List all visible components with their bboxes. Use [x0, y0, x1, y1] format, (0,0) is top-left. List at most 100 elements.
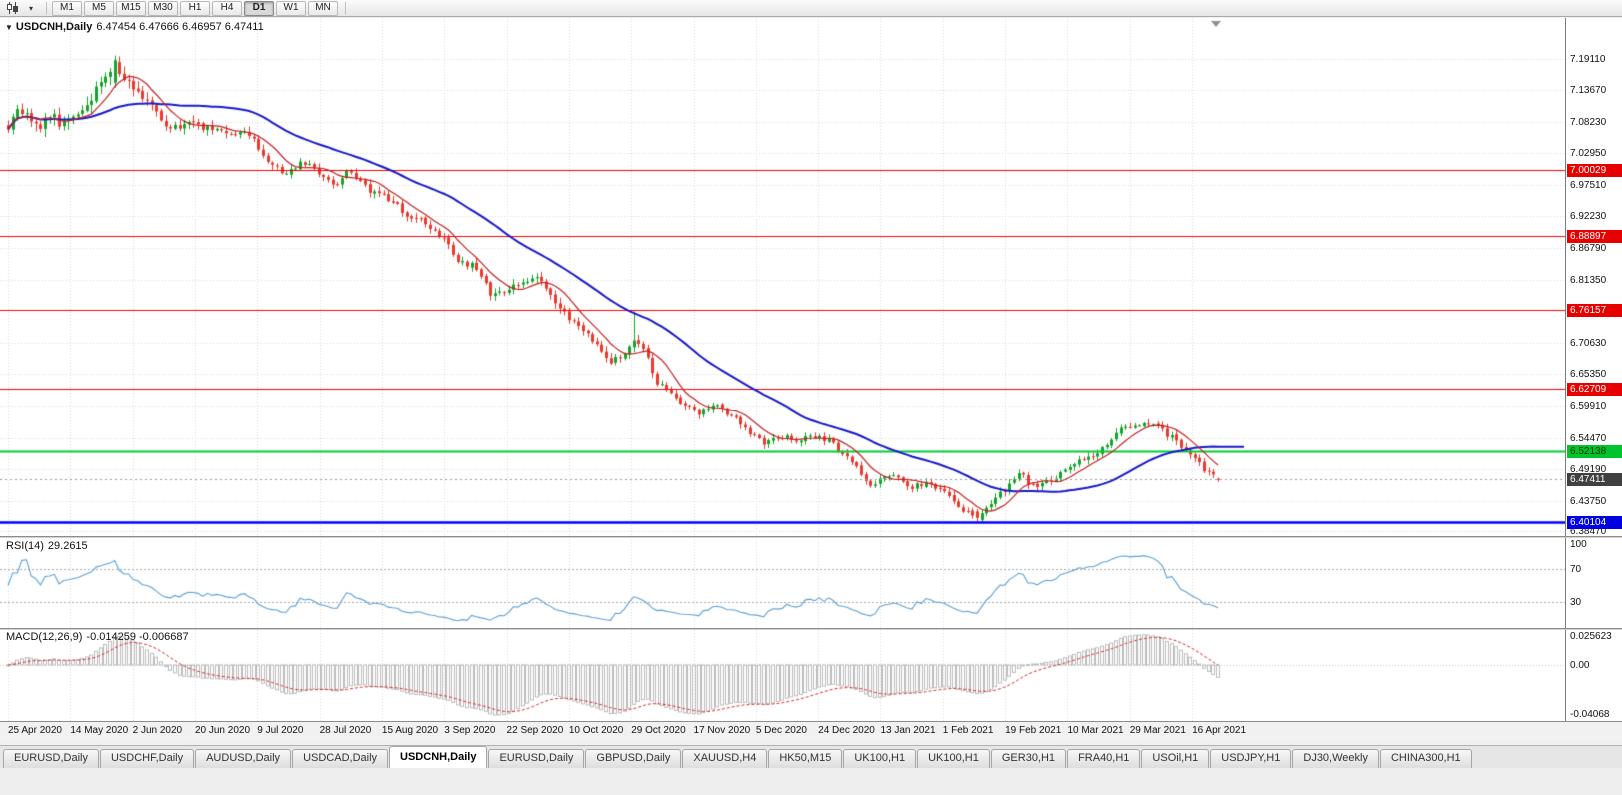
- chart-tab-usoil-13[interactable]: USOil,H1: [1141, 749, 1210, 768]
- price-tick-label: 7.02950: [1570, 148, 1607, 160]
- chart-title: ▼ USDCNH,Daily 6.47454 6.47666 6.46957 6.4…: [5, 21, 264, 33]
- time-axis-label: 5 Dec 2020: [755, 725, 807, 736]
- rsi-name: RSI(14): [6, 540, 44, 552]
- price-tick-label: 6.54470: [1570, 432, 1607, 444]
- chart-tab-hk50-8[interactable]: HK50,M15: [768, 749, 843, 768]
- chart-tab-ger30-11[interactable]: GER30,H1: [990, 749, 1067, 768]
- timeframe-button-m1[interactable]: M1: [52, 0, 82, 16]
- price-line-badge: 6.76157: [1567, 304, 1622, 318]
- chart-tab-dj30-15[interactable]: DJ30,Weekly: [1292, 749, 1379, 768]
- time-axis-label: 28 Jul 2020: [319, 725, 372, 736]
- macd-axis-label-max: 0.025623: [1570, 631, 1612, 642]
- price-tick-label: 6.43750: [1570, 495, 1607, 507]
- macd-axis-label-min: -0.04068: [1570, 709, 1610, 720]
- price-tick-label: 7.13670: [1570, 85, 1607, 97]
- chart-tab-eurusd-5[interactable]: EURUSD,Daily: [488, 749, 585, 768]
- time-axis-label: 19 Feb 2021: [1005, 725, 1062, 736]
- time-axis-label: 29 Oct 2020: [631, 725, 686, 736]
- toolbar-separator: [46, 2, 47, 14]
- chart-tab-bar: EURUSD,Daily USDCHF,Daily AUDUSD,Daily USDC…: [0, 745, 1622, 768]
- chart-tab-uk100-9[interactable]: UK100,H1: [843, 749, 917, 768]
- chart-tab-audusd-2[interactable]: AUDUSD,Daily: [195, 749, 292, 768]
- timeframe-button-h4[interactable]: H4: [212, 0, 242, 16]
- price-tick-label: 6.65350: [1570, 368, 1607, 380]
- price-line-badge: 6.88897: [1567, 229, 1622, 243]
- time-axis-label: 13 Jan 2021: [880, 725, 936, 736]
- time-axis[interactable]: 25 Apr 2020 14 May 2020 2 Jun 2020 20 Jun 2…: [0, 721, 1622, 740]
- price-tick-label: 7.08230: [1570, 117, 1607, 129]
- rsi-axis-label: 70: [1570, 563, 1582, 575]
- candlestick-chart-icon: [6, 2, 18, 14]
- chart-type-dropdown-button[interactable]: ▾: [22, 0, 40, 16]
- price-tick-label: 6.86790: [1570, 243, 1607, 255]
- time-axis-label: 25 Apr 2020: [8, 725, 62, 736]
- chart-type-button[interactable]: [3, 0, 21, 16]
- price-line-badge: 6.62709: [1567, 383, 1622, 397]
- ohlc-values: 6.47454 6.47666 6.46957 6.47411: [96, 21, 264, 33]
- rsi-axis-label: 100: [1570, 539, 1587, 550]
- time-axis-label: 2 Jun 2020: [132, 725, 183, 736]
- macd-name: MACD(12,26,9): [6, 631, 83, 643]
- toolbar-separator: [345, 2, 346, 14]
- chevron-down-icon: ▾: [28, 3, 33, 13]
- timeframe-button-h1[interactable]: H1: [180, 0, 210, 16]
- time-axis-label: 24 Dec 2020: [818, 725, 875, 736]
- time-axis-label: 10 Mar 2021: [1067, 725, 1124, 736]
- chart-tab-usdchf-1[interactable]: USDCHF,Daily: [99, 749, 195, 768]
- time-axis-label: 20 Jun 2020: [194, 725, 251, 736]
- timeframe-toolbar: ▾ M1 M5 M15 M30 H1 H4 D1 W1 MN: [0, 0, 1622, 17]
- macd-values: -0.014259 -0.006687: [86, 631, 189, 643]
- chart-tab-uk100-10[interactable]: UK100,H1: [917, 749, 990, 768]
- price-tick-label: 6.70630: [1570, 337, 1607, 349]
- pane-separator[interactable]: [0, 536, 1622, 538]
- timeframe-button-d1[interactable]: D1: [244, 0, 274, 16]
- price-line-badge: 6.52138: [1567, 445, 1622, 459]
- chart-tab-usdjpy-14[interactable]: USDJPY,H1: [1210, 749, 1292, 768]
- rsi-axis-label: 30: [1570, 597, 1582, 609]
- price-tick-label: 6.59910: [1570, 400, 1607, 412]
- timeframe-button-mn[interactable]: MN: [308, 0, 338, 16]
- price-tick-label: 6.92230: [1570, 211, 1607, 223]
- time-axis-label: 22 Sep 2020: [506, 725, 564, 736]
- chart-tab-gbpusd-6[interactable]: GBPUSD,Daily: [585, 749, 682, 768]
- timeframe-group: M1 M5 M15 M30 H1 H4 D1 W1 MN: [52, 0, 340, 16]
- time-axis-label: 17 Nov 2020: [693, 725, 751, 736]
- time-axis-label: 29 Mar 2021: [1129, 725, 1186, 736]
- current-price-badge: 6.47411: [1567, 473, 1622, 487]
- price-line-badge: 7.00029: [1567, 164, 1622, 178]
- timeframe-button-m30[interactable]: M30: [148, 0, 178, 16]
- price-tick-label: 6.49190: [1570, 463, 1607, 475]
- chart-tab-usdcad-3[interactable]: USDCAD,Daily: [292, 749, 389, 768]
- timeframe-button-w1[interactable]: W1: [276, 0, 306, 16]
- time-axis-label: 1 Feb 2021: [942, 725, 994, 736]
- timeframe-button-m15[interactable]: M15: [116, 0, 146, 16]
- time-axis-label: 10 Oct 2020: [568, 725, 624, 736]
- price-tick-label: 7.19110: [1570, 53, 1606, 65]
- symbol-period-label: USDCNH,Daily: [15, 21, 93, 33]
- chart-tab-usdcnh-4[interactable]: USDCNH,Daily: [389, 746, 488, 768]
- price-tick-label: 6.81350: [1570, 274, 1607, 286]
- rsi-value: 29.2615: [47, 540, 88, 552]
- price-tick-label: 6.97510: [1570, 180, 1607, 192]
- time-axis-label: 14 May 2020: [70, 725, 129, 736]
- time-axis-label: 16 Apr 2021: [1192, 725, 1247, 736]
- price-chart-canvas[interactable]: [0, 18, 1565, 721]
- price-tick-label: 6.38470: [1570, 526, 1607, 538]
- chart-tab-eurusd-0[interactable]: EURUSD,Daily: [3, 749, 99, 768]
- price-axis[interactable]: 0.025623 0.00 -0.04068 7.19110 7.13670 7.0…: [1565, 18, 1622, 721]
- chart-tab-china300-16[interactable]: CHINA300,H1: [1379, 749, 1472, 768]
- pane-separator[interactable]: [0, 628, 1622, 630]
- chart-tab-fra40-12[interactable]: FRA40,H1: [1067, 749, 1141, 768]
- status-strip: [0, 768, 1622, 795]
- time-axis-label: 9 Jul 2020: [257, 725, 304, 736]
- macd-axis-label-zero: 0.00: [1570, 659, 1590, 671]
- time-axis-label: 3 Sep 2020: [444, 725, 496, 736]
- price-line-badge: 6.40104: [1567, 515, 1622, 529]
- macd-indicator-label: MACD(12,26,9) -0.014259 -0.006687: [6, 631, 189, 643]
- time-axis-label: 15 Aug 2020: [381, 725, 439, 736]
- timeframe-button-m5[interactable]: M5: [84, 0, 114, 16]
- chart-tab-xauusd-7[interactable]: XAUUSD,H4: [682, 749, 768, 768]
- rsi-indicator-label: RSI(14) 29.2615: [6, 540, 88, 552]
- collapse-arrow-icon[interactable]: ▼: [5, 23, 13, 32]
